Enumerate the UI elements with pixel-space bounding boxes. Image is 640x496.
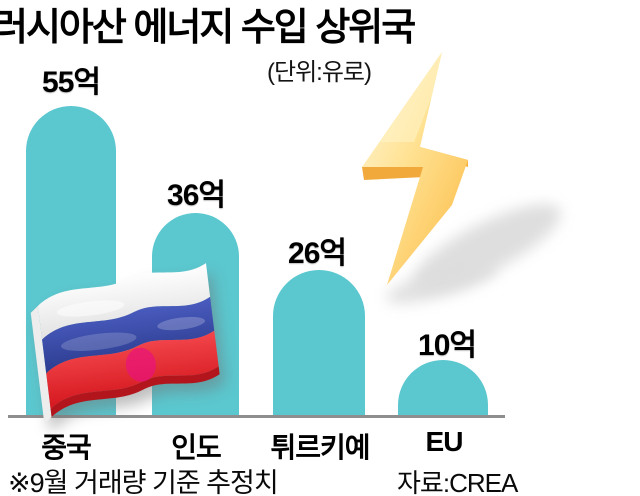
category-label-china: 중국 <box>41 432 92 463</box>
source-credit: 자료:CREA <box>397 468 518 496</box>
axis-baseline <box>8 415 505 418</box>
value-label-india: 36억 <box>167 179 226 212</box>
category-label-turkiye: 튀르키예 <box>270 432 370 463</box>
page-title: 러시아산 에너지 수입 상위국 <box>0 7 416 49</box>
footnote: ※9월 거래량 기준 추정치 <box>8 468 279 496</box>
category-label-eu: EU <box>425 426 464 457</box>
category-label-india: 인도 <box>171 432 222 463</box>
unit-label: (단위:유로) <box>267 59 372 86</box>
bar-turkiye <box>273 270 365 417</box>
value-label-turkiye: 26억 <box>288 237 347 270</box>
value-label-china: 55억 <box>42 66 101 99</box>
value-label-eu: 10억 <box>418 329 477 362</box>
